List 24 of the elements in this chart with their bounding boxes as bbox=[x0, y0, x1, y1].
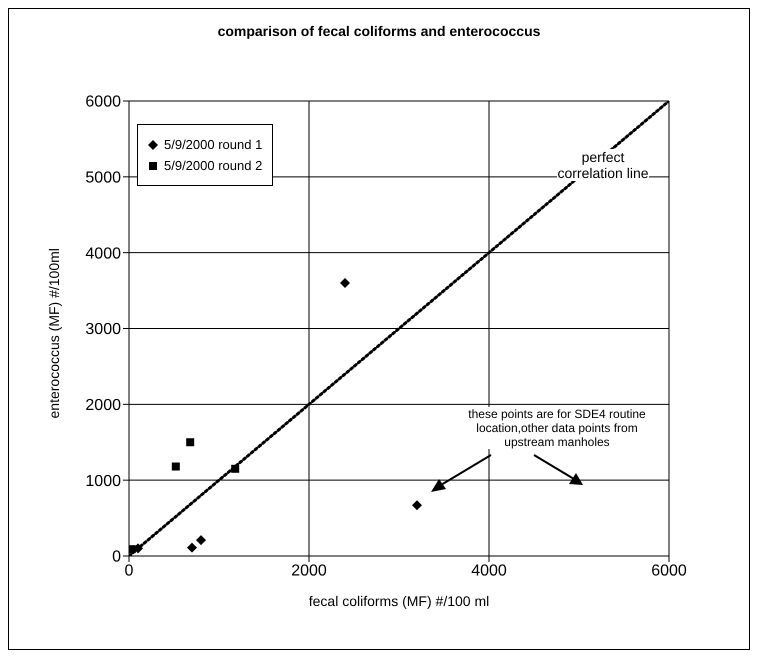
y-tick-label: 5000 bbox=[85, 170, 122, 187]
point bbox=[412, 500, 422, 510]
y-axis-title: enterococcus (MF) #/100ml bbox=[46, 248, 62, 418]
y-tick-label: 1000 bbox=[85, 472, 122, 490]
point bbox=[187, 542, 197, 553]
x-tick-label: 4000 bbox=[471, 562, 507, 580]
y-tick-label: 2000 bbox=[85, 397, 122, 414]
chart-title: comparison of fecal coliforms and enterococcus bbox=[216, 23, 542, 39]
y-tick-label: 4000 bbox=[85, 245, 122, 262]
point bbox=[172, 462, 180, 471]
legend-label: 5/9/2000 round 2 bbox=[164, 158, 262, 173]
legend-label: 5/9/2000 round 1 bbox=[164, 137, 262, 152]
point bbox=[186, 438, 194, 446]
annotation: these points are for SDE4 routine location,other data points from upstream manholes bbox=[457, 407, 657, 449]
y-tick-label: 0 bbox=[112, 548, 122, 566]
y-tick-label: 3000 bbox=[85, 321, 122, 338]
point bbox=[340, 278, 350, 288]
y-tick-label: 6000 bbox=[85, 94, 122, 111]
x-axis-title: fecal coliforms (MF) #/100 ml bbox=[308, 593, 490, 609]
x-tick-label: 0 bbox=[124, 562, 134, 580]
annotation: perfect correlation line bbox=[557, 149, 649, 181]
x-tick-label: 6000 bbox=[651, 562, 687, 580]
x-tick-label: 2000 bbox=[291, 562, 327, 580]
point bbox=[196, 535, 206, 546]
